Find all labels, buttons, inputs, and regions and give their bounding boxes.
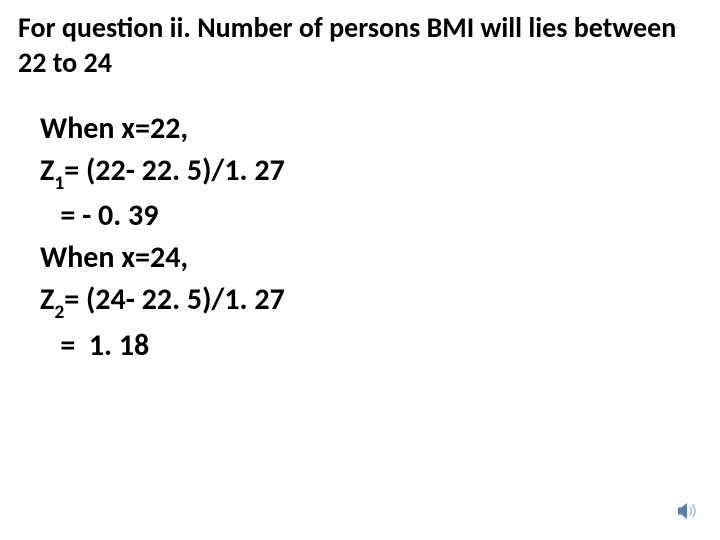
z-var: Z xyxy=(40,152,54,189)
speaker-wave-1 xyxy=(690,507,692,516)
line-6: = 1. 18 xyxy=(40,325,702,367)
line-5: Z2= (24- 22. 5)/1. 27 xyxy=(40,279,702,324)
speaker-wave-2 xyxy=(692,505,695,518)
slide-body: When x=22, Z1= (22- 22. 5)/1. 27 = - 0. … xyxy=(18,108,702,367)
slide-title: For question ii. Number of persons BMI w… xyxy=(18,10,702,80)
speaker-body xyxy=(678,503,687,519)
z-sub-1: 1 xyxy=(54,171,64,195)
line-2-eq: = (22- 22. 5)/1. 27 xyxy=(64,152,285,189)
audio-icon[interactable] xyxy=(676,502,698,520)
slide-container: For question ii. Number of persons BMI w… xyxy=(0,0,720,367)
line-4: When x=24, xyxy=(40,237,702,279)
line-1: When x=22, xyxy=(40,108,702,150)
line-2: Z1= (22- 22. 5)/1. 27 xyxy=(40,150,702,195)
z-sub-2: 2 xyxy=(54,300,64,324)
z-var-2: Z xyxy=(40,281,54,318)
line-5-eq: = (24- 22. 5)/1. 27 xyxy=(64,281,285,318)
line-3: = - 0. 39 xyxy=(40,195,702,237)
